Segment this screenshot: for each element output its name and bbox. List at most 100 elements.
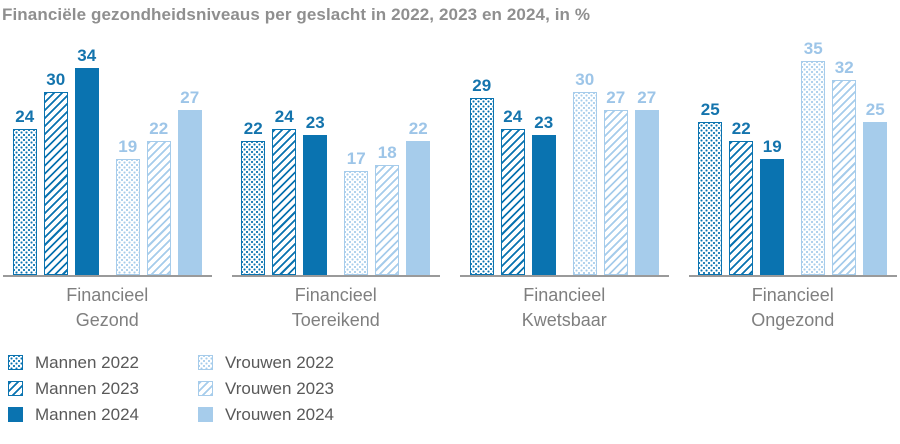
bar-vrouwen-2024 bbox=[406, 141, 431, 275]
bar-value-label: 27 bbox=[637, 88, 657, 107]
bar-vrouwen-2024 bbox=[863, 122, 888, 275]
bar-cell: 19 bbox=[760, 137, 785, 275]
chart-title: Financiële gezondheidsniveaus per geslac… bbox=[2, 5, 591, 24]
bars-area: 24 30 34 19 22 27 bbox=[3, 41, 212, 277]
bar-cell: 17 bbox=[344, 149, 369, 275]
bar-cell: 22 bbox=[241, 119, 266, 275]
bar-cell: 22 bbox=[146, 119, 171, 275]
bar-vrouwen-2022 bbox=[115, 159, 140, 275]
bar-cell: 24 bbox=[500, 107, 525, 275]
legend-label: Mannen 2022 bbox=[35, 352, 139, 372]
bar-cell: 30 bbox=[572, 70, 597, 275]
category-label: Financieel Toereikend bbox=[291, 285, 380, 330]
bar-mannen-2022 bbox=[12, 129, 37, 275]
bar-value-label: 23 bbox=[534, 113, 554, 132]
bar-cell: 22 bbox=[406, 119, 431, 275]
bar-value-label: 25 bbox=[865, 100, 885, 119]
bar-cell: 25 bbox=[698, 100, 723, 275]
legend-item-vrouwen-2024: Vrouwen 2024 bbox=[198, 404, 335, 424]
bar-mannen-2024 bbox=[74, 68, 99, 275]
bar-cell: 24 bbox=[12, 107, 37, 275]
bar-value-label: 22 bbox=[243, 119, 263, 138]
bar-value-label: 24 bbox=[503, 107, 523, 126]
bar-mannen-2023 bbox=[500, 129, 525, 275]
series-trio-light: 35 32 25 bbox=[801, 39, 888, 275]
bar-vrouwen-2024 bbox=[177, 110, 202, 275]
legend-label: Vrouwen 2022 bbox=[225, 352, 335, 372]
bar-chart: 24 30 34 19 22 27 Financieel Gezond 22 24 23 17 18 22… bbox=[3, 39, 897, 333]
bar-value-label: 19 bbox=[118, 137, 138, 156]
bar-value-label: 23 bbox=[305, 113, 325, 132]
bar-value-label: 18 bbox=[377, 143, 397, 162]
bars-area: 22 24 23 17 18 22 bbox=[231, 41, 440, 277]
category-label: Financieel Kwetsbaar bbox=[521, 285, 607, 330]
series-trio-light: 30 27 27 bbox=[572, 70, 659, 275]
bar-vrouwen-2023 bbox=[375, 165, 400, 275]
legend: Mannen 2022 Mannen 2023 Mannen 2024 Vrouwen… bbox=[8, 354, 900, 432]
bar-group: 25 22 19 35 32 25 Financieel Ongezond bbox=[688, 39, 897, 333]
bar-group: 22 24 23 17 18 22 Financieel Toereikend bbox=[231, 41, 440, 333]
legend-item-mannen-2022: Mannen 2022 bbox=[8, 352, 198, 372]
bar-cell: 35 bbox=[801, 39, 826, 275]
bar-cell: 23 bbox=[531, 113, 556, 275]
bar-mannen-2024 bbox=[760, 159, 785, 275]
bar-cell: 23 bbox=[303, 113, 328, 275]
category-label: Financieel Gezond bbox=[66, 285, 149, 330]
bar-cell: 27 bbox=[634, 88, 659, 275]
bar-group: 24 30 34 19 22 27 Financieel Gezond bbox=[3, 41, 212, 333]
legend-label: Vrouwen 2024 bbox=[225, 404, 335, 424]
legend-column-light: Vrouwen 2022 Vrouwen 2023 Vrouwen 2024 bbox=[198, 354, 334, 432]
bar-value-label: 30 bbox=[575, 70, 595, 89]
bar-value-label: 30 bbox=[46, 70, 66, 89]
bar-mannen-2023 bbox=[729, 141, 754, 275]
bar-value-label: 22 bbox=[408, 119, 428, 138]
bar-cell: 32 bbox=[832, 59, 857, 275]
legend-swatch-mannen-2023 bbox=[8, 380, 23, 396]
bar-mannen-2022 bbox=[698, 122, 723, 275]
bar-value-label: 24 bbox=[15, 107, 35, 126]
bar-cell: 25 bbox=[863, 100, 888, 275]
bar-mannen-2023 bbox=[43, 92, 68, 275]
bar-value-label: 22 bbox=[731, 119, 751, 138]
legend-column-dark: Mannen 2022 Mannen 2023 Mannen 2024 bbox=[8, 354, 198, 432]
series-trio-dark: 25 22 19 bbox=[698, 100, 785, 275]
legend-swatch-mannen-2022 bbox=[8, 354, 23, 370]
bar-vrouwen-2023 bbox=[832, 80, 857, 275]
legend-item-mannen-2023: Mannen 2023 bbox=[8, 378, 198, 398]
bar-cell: 27 bbox=[177, 88, 202, 275]
legend-swatch-mannen-2024 bbox=[8, 406, 23, 422]
bar-value-label: 29 bbox=[472, 76, 492, 95]
bar-mannen-2024 bbox=[531, 135, 556, 275]
bar-cell: 34 bbox=[74, 46, 99, 275]
bar-vrouwen-2022 bbox=[572, 92, 597, 275]
series-trio-dark: 24 30 34 bbox=[12, 46, 99, 275]
bars-area: 29 24 23 30 27 27 bbox=[460, 41, 669, 277]
legend-item-vrouwen-2023: Vrouwen 2023 bbox=[198, 380, 334, 397]
bar-cell: 18 bbox=[375, 143, 400, 275]
bar-cell: 19 bbox=[115, 137, 140, 275]
bar-cell: 22 bbox=[729, 119, 754, 275]
bar-value-label: 24 bbox=[274, 107, 294, 126]
bar-vrouwen-2023 bbox=[603, 110, 628, 275]
bar-mannen-2023 bbox=[272, 129, 297, 275]
bar-value-label: 22 bbox=[149, 119, 169, 138]
bar-value-label: 25 bbox=[700, 100, 720, 119]
bar-mannen-2022 bbox=[469, 98, 494, 275]
bar-value-label: 35 bbox=[803, 39, 823, 58]
bar-value-label: 34 bbox=[77, 46, 97, 65]
bar-group: 29 24 23 30 27 27 Financieel Kwetsbaar bbox=[460, 41, 669, 333]
bar-cell: 29 bbox=[469, 76, 494, 275]
legend-swatch-vrouwen-2024 bbox=[198, 406, 213, 422]
series-trio-dark: 29 24 23 bbox=[469, 76, 556, 275]
bar-value-label: 27 bbox=[180, 88, 200, 107]
bar-vrouwen-2024 bbox=[634, 110, 659, 275]
bar-cell: 27 bbox=[603, 89, 628, 275]
bar-value-label: 19 bbox=[762, 137, 782, 156]
bar-vrouwen-2023 bbox=[146, 141, 171, 275]
legend-label: Mannen 2023 bbox=[35, 378, 139, 398]
bar-cell: 30 bbox=[43, 70, 68, 275]
series-trio-light: 19 22 27 bbox=[115, 88, 202, 275]
bar-value-label: 17 bbox=[346, 149, 366, 168]
category-label: Financieel Ongezond bbox=[751, 285, 835, 330]
